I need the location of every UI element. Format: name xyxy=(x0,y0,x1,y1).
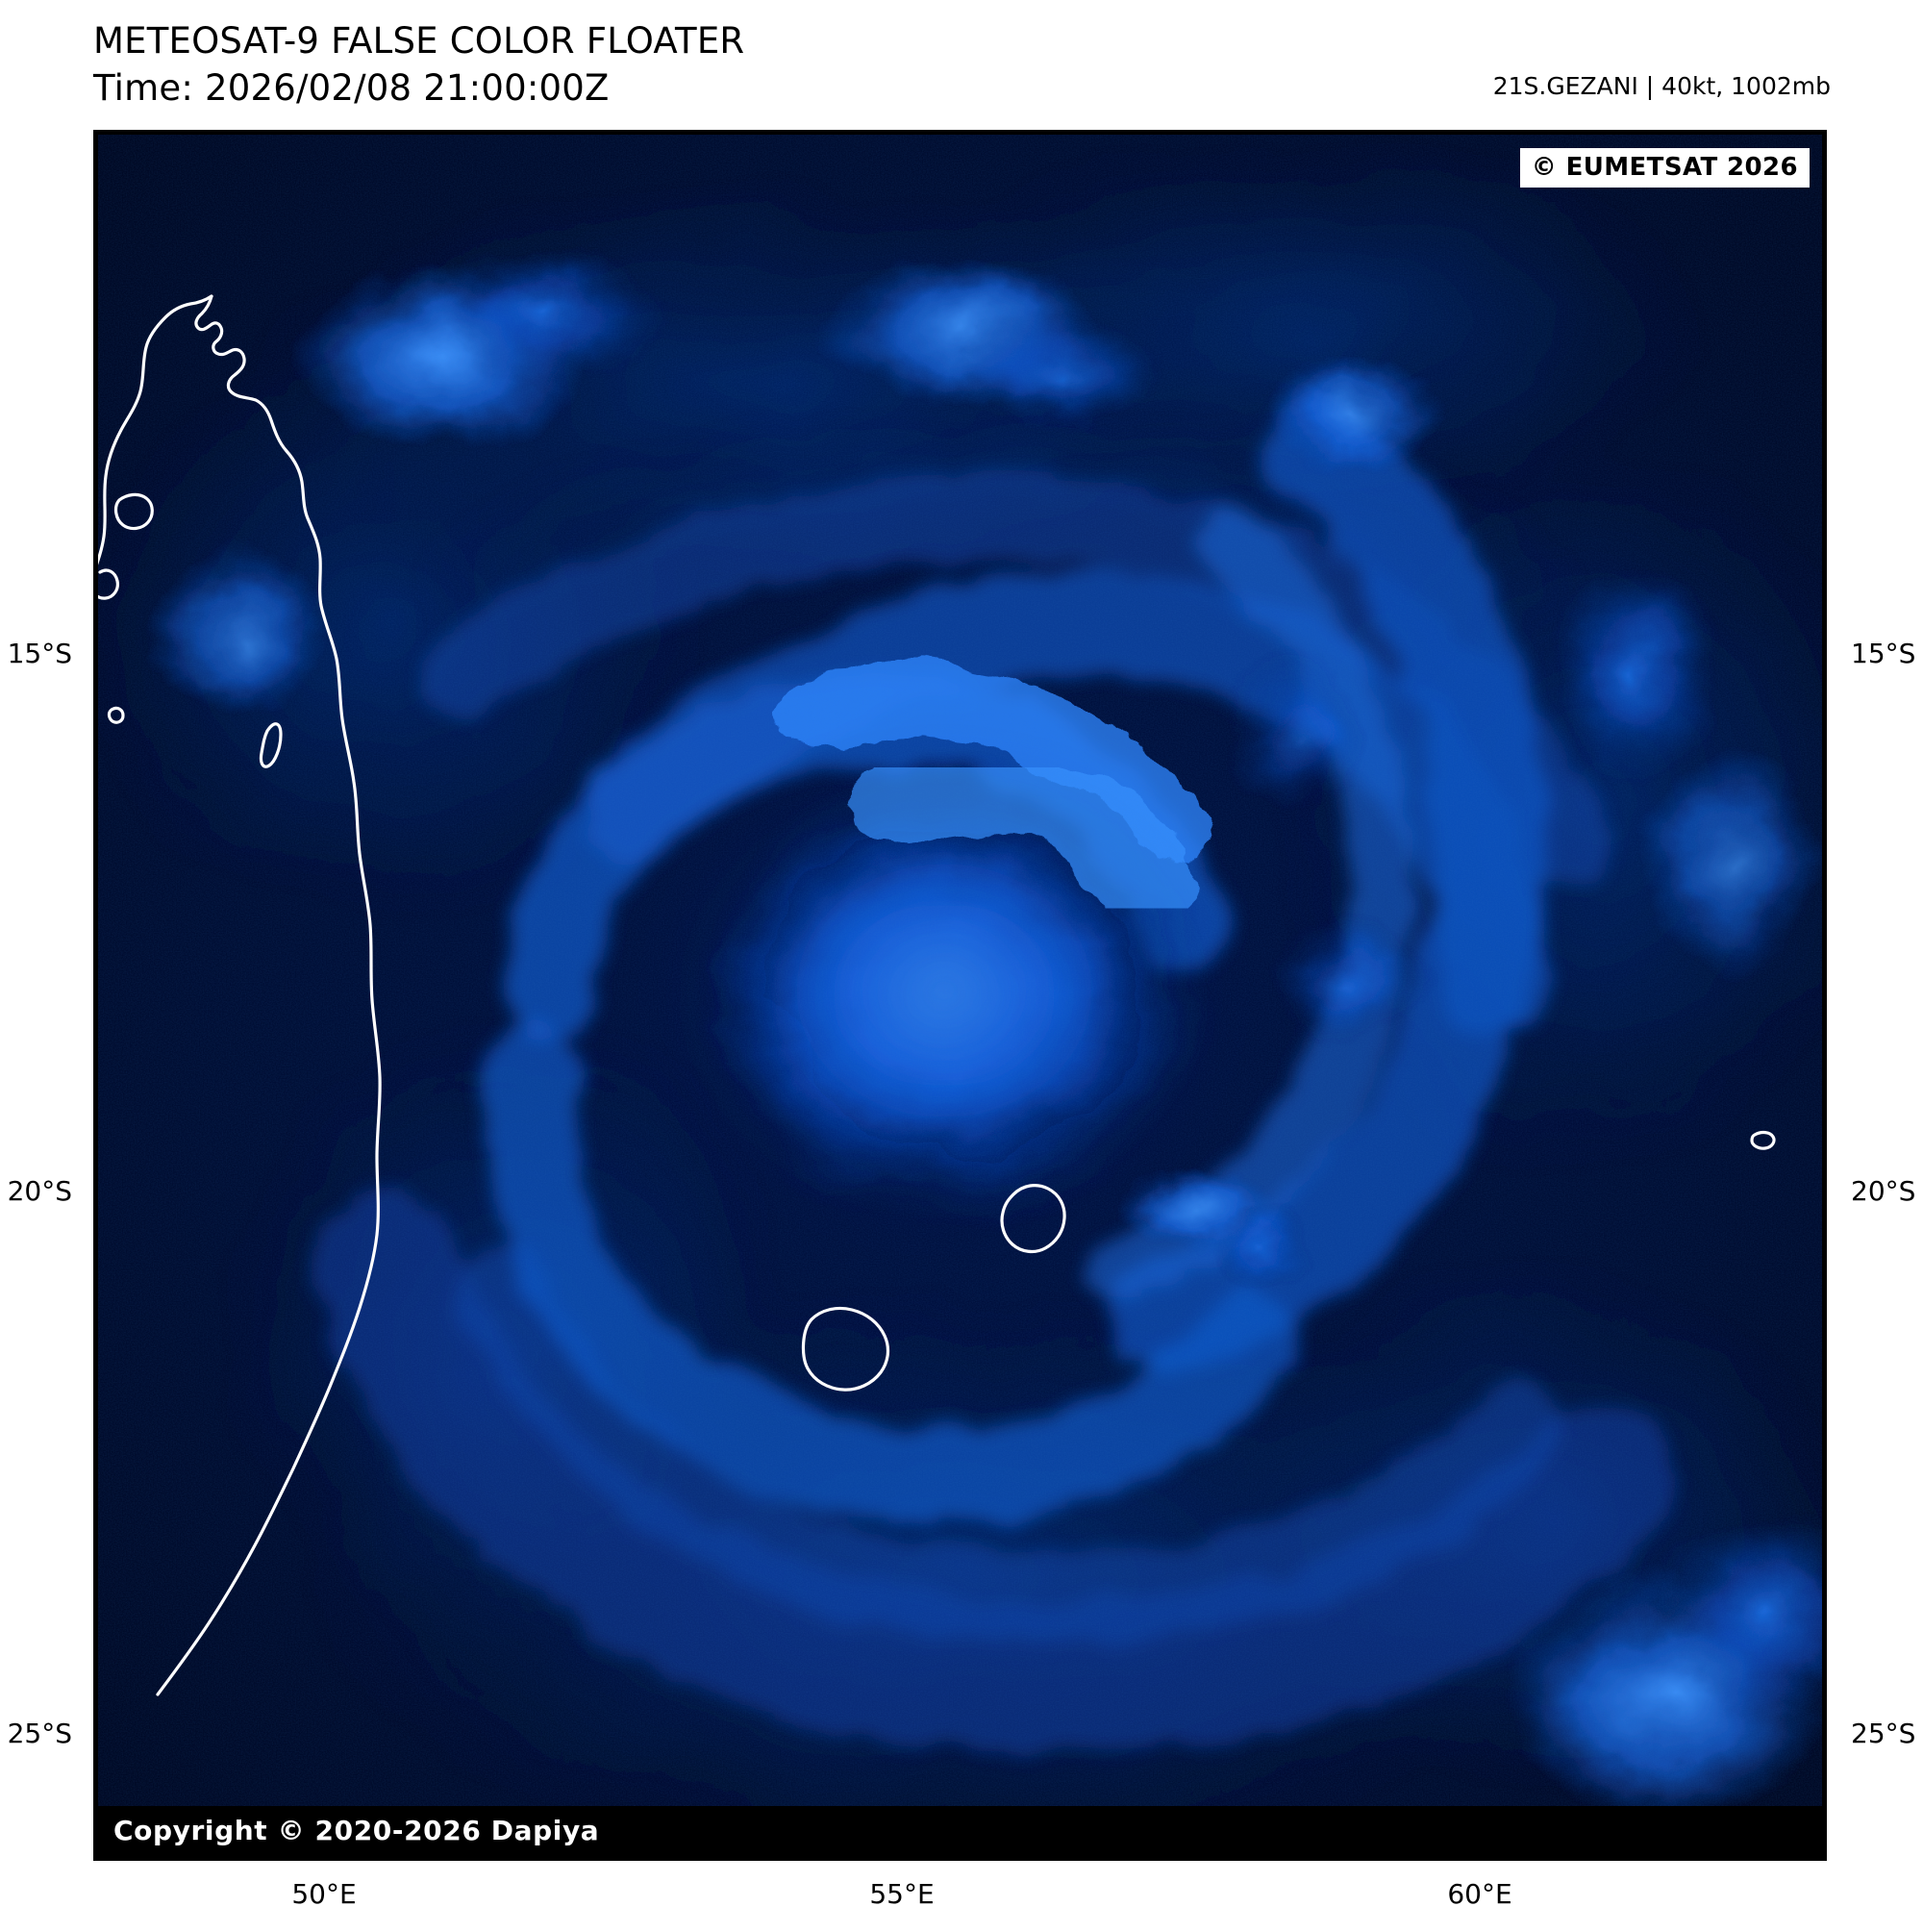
header: METEOSAT-9 FALSE COLOR FLOATER Time: 202… xyxy=(0,0,1923,130)
title-block: METEOSAT-9 FALSE COLOR FLOATER Time: 202… xyxy=(93,17,744,112)
lat-label-right-20s: 20°S xyxy=(1851,1175,1916,1207)
satellite-imagery xyxy=(98,135,1822,1856)
lat-label-right-15s: 15°S xyxy=(1851,638,1916,669)
lon-label-50e: 50°E xyxy=(291,1878,357,1910)
lat-label-left-20s: 20°S xyxy=(7,1175,72,1207)
storm-info-label: 21S.GEZANI | 40kt, 1002mb xyxy=(1492,72,1831,100)
lon-label-60e: 60°E xyxy=(1447,1878,1512,1910)
timestamp-label: Time: 2026/02/08 21:00:00Z xyxy=(93,67,610,109)
copyright-bar: Copyright © 2020-2026 Dapiya xyxy=(98,1806,1822,1856)
lon-label-55e: 55°E xyxy=(869,1878,935,1910)
lat-label-right-25s: 25°S xyxy=(1851,1718,1916,1749)
lat-label-left-25s: 25°S xyxy=(7,1718,72,1749)
lat-label-left-15s: 15°S xyxy=(7,638,72,669)
satellite-image-frame: © EUMETSAT 2026 Copyright © 2020-2026 Da… xyxy=(93,130,1827,1861)
page-title: METEOSAT-9 FALSE COLOR FLOATER xyxy=(93,20,745,62)
eumetsat-credit-badge: © EUMETSAT 2026 xyxy=(1519,148,1810,188)
